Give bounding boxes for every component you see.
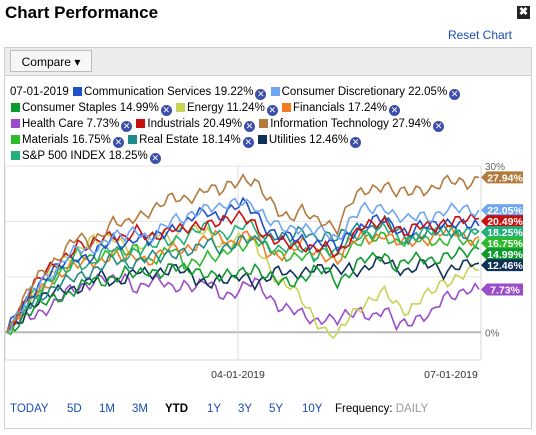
remove-series-icon[interactable]: ✕ (242, 137, 254, 148)
legend-swatch (128, 135, 138, 144)
range-5y[interactable]: 5Y (269, 403, 284, 415)
series-line (6, 272, 480, 333)
series-line (6, 197, 480, 333)
end-value-label: 14.99% (487, 249, 523, 261)
remove-series-icon[interactable]: ✕ (112, 137, 124, 148)
y-tick-label: 30% (485, 162, 505, 173)
x-tick-label: 07-01-2019 (424, 369, 478, 381)
legend-swatch (259, 119, 269, 128)
caret-down-icon: ▾ (74, 55, 81, 69)
legend-swatch (270, 87, 280, 96)
legend-label: Materials 16.75% (22, 134, 111, 146)
legend-label: Information Technology 27.94% (270, 118, 432, 130)
frequency-value[interactable]: DAILY (395, 403, 429, 415)
frequency: Frequency: DAILY (335, 403, 428, 415)
end-value-tag: 7.73% (481, 283, 523, 296)
legend-swatch (11, 151, 20, 160)
compare-label: Compare (21, 55, 71, 69)
remove-series-icon[interactable]: ✕ (255, 89, 267, 100)
x-tick-label: 04-01-2019 (211, 369, 265, 381)
compare-button[interactable]: Compare ▾ (10, 50, 92, 72)
end-value-tag: 16.75% (481, 237, 523, 250)
end-value-tag: 22.05% (481, 204, 523, 217)
remove-series-icon[interactable]: ✕ (389, 105, 400, 116)
legend: 07-01-2019 Communication Services 19.22%… (10, 84, 480, 164)
range-1m[interactable]: 1M (99, 403, 115, 415)
legend-label: Consumer Staples 14.99% (22, 102, 159, 114)
legend-label: Consumer Discretionary 22.05% (281, 86, 448, 98)
legend-row: Materials 16.75% ✕ Real Estate 18.14% ✕ Ut… (10, 132, 480, 148)
remove-series-icon[interactable]: ✕ (266, 105, 278, 116)
close-icon[interactable]: ✖ (517, 6, 530, 19)
remove-series-icon[interactable]: ✕ (244, 121, 255, 132)
remove-series-icon[interactable]: ✕ (160, 105, 172, 116)
frequency-label: Frequency: (335, 403, 393, 415)
legend-swatch (176, 103, 186, 112)
end-value-label: 22.05% (487, 205, 523, 217)
legend-label: Utilities 12.46% (268, 134, 349, 146)
end-value-tag: 12.46% (481, 259, 523, 272)
remove-series-icon[interactable]: ✕ (433, 121, 445, 132)
remove-series-icon[interactable]: ✕ (350, 137, 362, 148)
legend-row: 07-01-2019 Communication Services 19.22%… (10, 84, 480, 100)
y-tick-label: 0% (485, 328, 500, 339)
series-line (6, 196, 480, 333)
legend-swatch (257, 135, 267, 144)
chart-panel: Compare ▾ 07-01-2019 Communication Servi… (4, 47, 532, 429)
toolbar: Compare ▾ (5, 48, 531, 76)
series-line (6, 173, 480, 333)
end-value-tag: 18.25% (481, 226, 523, 239)
range-selector: Frequency: DAILY TODAY 5D 1M 3M YTD 1Y 3Y 5Y 10Y (5, 403, 531, 423)
range-3y[interactable]: 3Y (238, 403, 253, 415)
range-ytd[interactable]: YTD (165, 403, 188, 415)
legend-row: Health Care 7.73% ✕ Industrials 20.49% ✕ I… (10, 116, 480, 132)
legend-label: Financials 17.24% (293, 102, 387, 114)
legend-row: Consumer Staples 14.99% ✕ Energy 11.24% ✕ … (10, 100, 480, 116)
range-1y[interactable]: 1Y (207, 403, 222, 415)
legend-label: Industrials 20.49% (147, 118, 242, 130)
end-value-tag: 20.49% (481, 215, 523, 228)
page-title: Chart Performance (5, 3, 159, 22)
range-5d[interactable]: 5D (67, 403, 82, 415)
legend-label: Energy 11.24% (187, 102, 265, 114)
end-value-label: 7.73% (490, 284, 520, 296)
legend-date: 07-01-2019 (10, 86, 73, 98)
end-value-label: 16.75% (487, 238, 523, 250)
end-value-tag: 14.99% (481, 248, 523, 261)
series-line (6, 255, 480, 333)
legend-label: Communication Services 19.22% (84, 86, 254, 98)
line-chart: 30% 0% 04-01-2019 07-01-2019 27.94% 22.05%20.… (5, 162, 523, 381)
end-value-label: 27.94% (487, 172, 523, 184)
series-line (6, 219, 480, 333)
series-line (6, 225, 480, 333)
end-value-label: 18.25% (487, 227, 523, 239)
legend-label: Health Care 7.73% (22, 118, 120, 130)
remove-series-icon[interactable]: ✕ (449, 89, 461, 100)
legend-swatch (11, 135, 20, 144)
end-value-label: 20.49% (487, 216, 523, 228)
legend-swatch (136, 119, 146, 128)
series-line (6, 209, 480, 333)
legend-label: S&P 500 INDEX 18.25% (22, 150, 148, 162)
range-10y[interactable]: 10Y (302, 403, 323, 415)
end-value-tag: 27.94% (481, 171, 523, 184)
legend-label: Real Estate 18.14% (139, 134, 241, 146)
reset-chart-link[interactable]: Reset Chart (447, 28, 512, 42)
end-value-label: 12.46% (487, 260, 523, 272)
range-today[interactable]: TODAY (10, 403, 49, 415)
remove-series-icon[interactable]: ✕ (121, 121, 133, 132)
series-line (6, 245, 480, 333)
legend-swatch (282, 103, 292, 112)
range-3m[interactable]: 3M (132, 403, 148, 415)
legend-swatch (11, 119, 20, 128)
remove-series-icon[interactable]: ✕ (149, 153, 161, 164)
legend-swatch (11, 103, 20, 112)
legend-row: S&P 500 INDEX 18.25% ✕ (10, 148, 480, 164)
legend-swatch (73, 87, 83, 96)
